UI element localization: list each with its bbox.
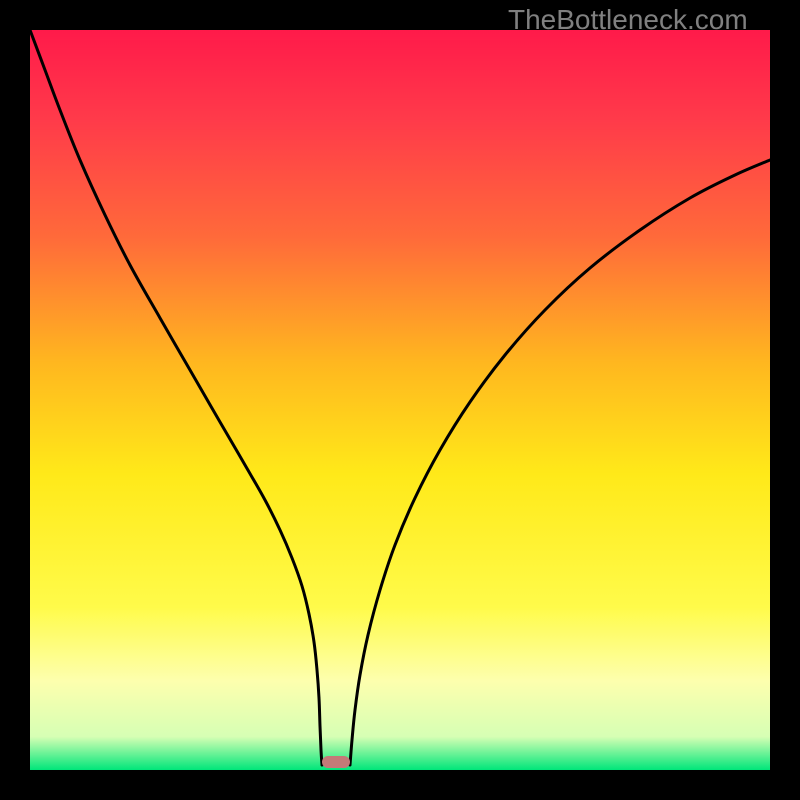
chart-plot: [30, 30, 770, 770]
outer-frame: TheBottleneck.com: [0, 0, 800, 800]
minimum-marker: [322, 756, 350, 768]
gradient-background: [30, 30, 770, 770]
